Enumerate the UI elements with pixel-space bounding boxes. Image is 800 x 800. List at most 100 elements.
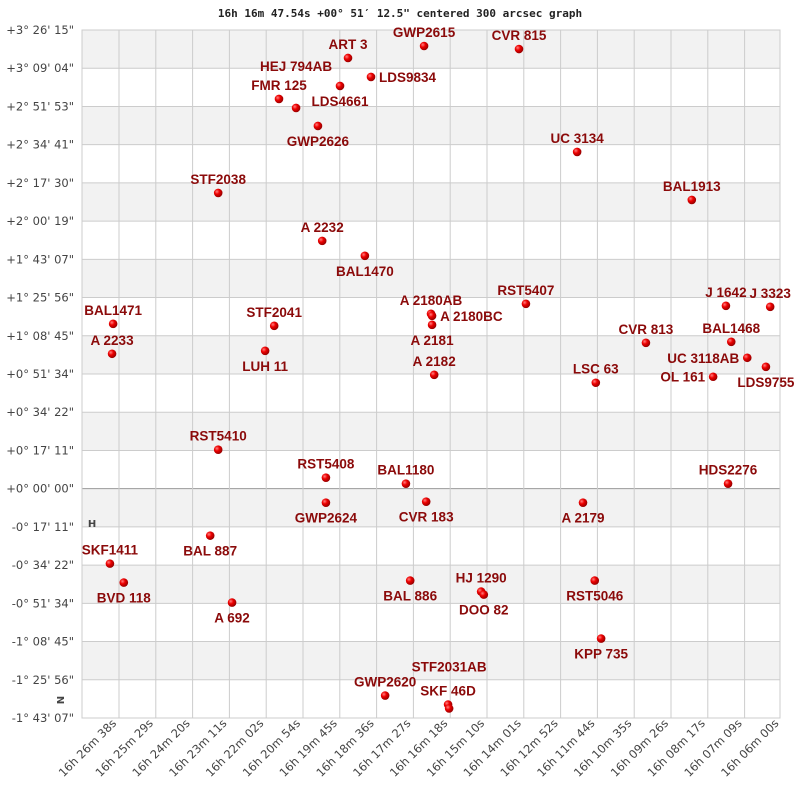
band bbox=[82, 335, 780, 374]
y-tick-label: +2° 34' 41" bbox=[6, 138, 74, 152]
star-label: STF2031AB bbox=[412, 660, 487, 675]
band bbox=[82, 259, 780, 298]
star-marker[interactable] bbox=[260, 346, 270, 356]
band bbox=[82, 106, 780, 145]
star-label: BAL1471 bbox=[84, 303, 142, 318]
star-marker[interactable] bbox=[479, 590, 489, 599]
star-label: LDS9834 bbox=[379, 70, 437, 85]
star-marker[interactable] bbox=[514, 44, 524, 54]
star-marker[interactable] bbox=[105, 559, 115, 568]
star-marker[interactable] bbox=[742, 353, 752, 363]
band bbox=[82, 603, 780, 642]
orientation-mark-h: H bbox=[88, 519, 96, 530]
star-label: STF2041 bbox=[246, 305, 302, 320]
star-marker[interactable] bbox=[721, 301, 731, 311]
star-marker[interactable] bbox=[107, 349, 117, 359]
band bbox=[82, 412, 780, 451]
star-marker[interactable] bbox=[405, 576, 415, 585]
star-label: RST5410 bbox=[190, 429, 247, 444]
star-label: UC 3134 bbox=[550, 131, 604, 146]
star-label: GWP2615 bbox=[393, 25, 456, 40]
chart-title: 16h 16m 47.54s +00° 51′ 12.5" centered 3… bbox=[218, 7, 582, 20]
star-marker[interactable] bbox=[687, 195, 697, 205]
star-label: UC 3118AB bbox=[667, 351, 739, 366]
star-label: LDS9755 bbox=[737, 375, 795, 390]
star-marker[interactable] bbox=[761, 362, 771, 372]
star-marker[interactable] bbox=[108, 319, 118, 329]
star-label: HEJ 794AB bbox=[260, 59, 332, 74]
star-marker[interactable] bbox=[119, 578, 129, 587]
star-label: BAL1468 bbox=[702, 321, 760, 336]
star-label: KPP 735 bbox=[574, 647, 628, 662]
star-marker[interactable] bbox=[274, 94, 284, 104]
star-label: A 2180AB bbox=[400, 293, 463, 308]
star-marker[interactable] bbox=[765, 302, 775, 312]
star-marker[interactable] bbox=[227, 598, 237, 607]
star-marker[interactable] bbox=[321, 473, 331, 482]
star-marker[interactable] bbox=[291, 103, 301, 113]
star-label: CVR 813 bbox=[619, 322, 674, 337]
star-marker[interactable] bbox=[591, 378, 601, 388]
star-label: RST5408 bbox=[297, 457, 355, 472]
star-marker[interactable] bbox=[380, 691, 390, 700]
star-label: BAL 886 bbox=[383, 589, 437, 604]
star-marker[interactable] bbox=[366, 72, 376, 82]
y-axis-tick-labels: +3° 26' 15" +3° 09' 04" +2° 51' 53" +2° 34'… bbox=[6, 23, 74, 725]
star-label: SKF1411 bbox=[82, 543, 139, 558]
star-marker[interactable] bbox=[421, 497, 431, 506]
band bbox=[82, 30, 780, 69]
star-label: BVD 118 bbox=[97, 591, 152, 606]
star-label: LSC 63 bbox=[573, 362, 619, 377]
star-marker[interactable] bbox=[726, 337, 736, 347]
band bbox=[82, 488, 780, 527]
y-tick-label: +1° 43' 07" bbox=[6, 252, 74, 266]
y-tick-label: +1° 25' 56" bbox=[6, 291, 74, 305]
star-marker[interactable] bbox=[590, 576, 600, 585]
orientation-mark-n: N bbox=[54, 696, 65, 704]
star-marker[interactable] bbox=[269, 321, 279, 331]
star-label: A 2180BC bbox=[440, 309, 503, 324]
y-tick-label: -1° 25' 56" bbox=[12, 673, 74, 687]
star-marker[interactable] bbox=[444, 704, 454, 713]
star-marker[interactable] bbox=[708, 372, 718, 382]
star-marker[interactable] bbox=[641, 338, 651, 348]
star-marker[interactable] bbox=[213, 445, 223, 455]
star-marker[interactable] bbox=[521, 299, 531, 309]
star-marker[interactable] bbox=[427, 311, 437, 321]
y-tick-label: +2° 00' 19" bbox=[6, 214, 74, 228]
star-label: J 1642 bbox=[705, 285, 746, 300]
star-marker[interactable] bbox=[578, 498, 588, 507]
star-marker[interactable] bbox=[313, 121, 323, 131]
y-tick-label: +1° 08' 45" bbox=[6, 329, 74, 343]
star-marker[interactable] bbox=[429, 370, 439, 380]
star-marker[interactable] bbox=[213, 188, 223, 198]
star-marker[interactable] bbox=[321, 498, 331, 507]
star-label: ART 3 bbox=[329, 37, 368, 52]
star-label: J 3323 bbox=[750, 286, 792, 301]
star-label: OL 161 bbox=[660, 370, 705, 385]
star-marker[interactable] bbox=[343, 53, 353, 63]
star-marker[interactable] bbox=[205, 531, 215, 540]
star-marker[interactable] bbox=[572, 147, 582, 157]
star-markers bbox=[105, 41, 775, 713]
y-tick-label: +2° 17' 30" bbox=[6, 176, 74, 190]
star-marker[interactable] bbox=[596, 634, 606, 643]
y-tick-label: +2° 51' 53" bbox=[6, 99, 74, 113]
star-marker[interactable] bbox=[360, 251, 370, 261]
star-label: GWP2626 bbox=[287, 134, 350, 149]
band bbox=[82, 679, 780, 718]
y-tick-label: +0° 51' 34" bbox=[6, 367, 74, 381]
y-tick-label: -1° 08' 45" bbox=[12, 635, 74, 649]
star-label: A 2181 bbox=[411, 333, 455, 348]
star-marker[interactable] bbox=[427, 320, 437, 330]
star-marker[interactable] bbox=[401, 479, 411, 488]
plot-frame bbox=[81, 29, 781, 719]
star-marker[interactable] bbox=[419, 41, 429, 51]
star-marker[interactable] bbox=[723, 479, 733, 488]
star-marker[interactable] bbox=[335, 81, 345, 91]
star-label: DOO 82 bbox=[459, 603, 509, 618]
band bbox=[82, 144, 780, 183]
star-label: A 2233 bbox=[91, 333, 135, 348]
star-labels: ART 3 GWP2615 CVR 815 LDS9834 LDS4661 FMR 125… bbox=[82, 25, 795, 698]
star-marker[interactable] bbox=[317, 236, 327, 246]
